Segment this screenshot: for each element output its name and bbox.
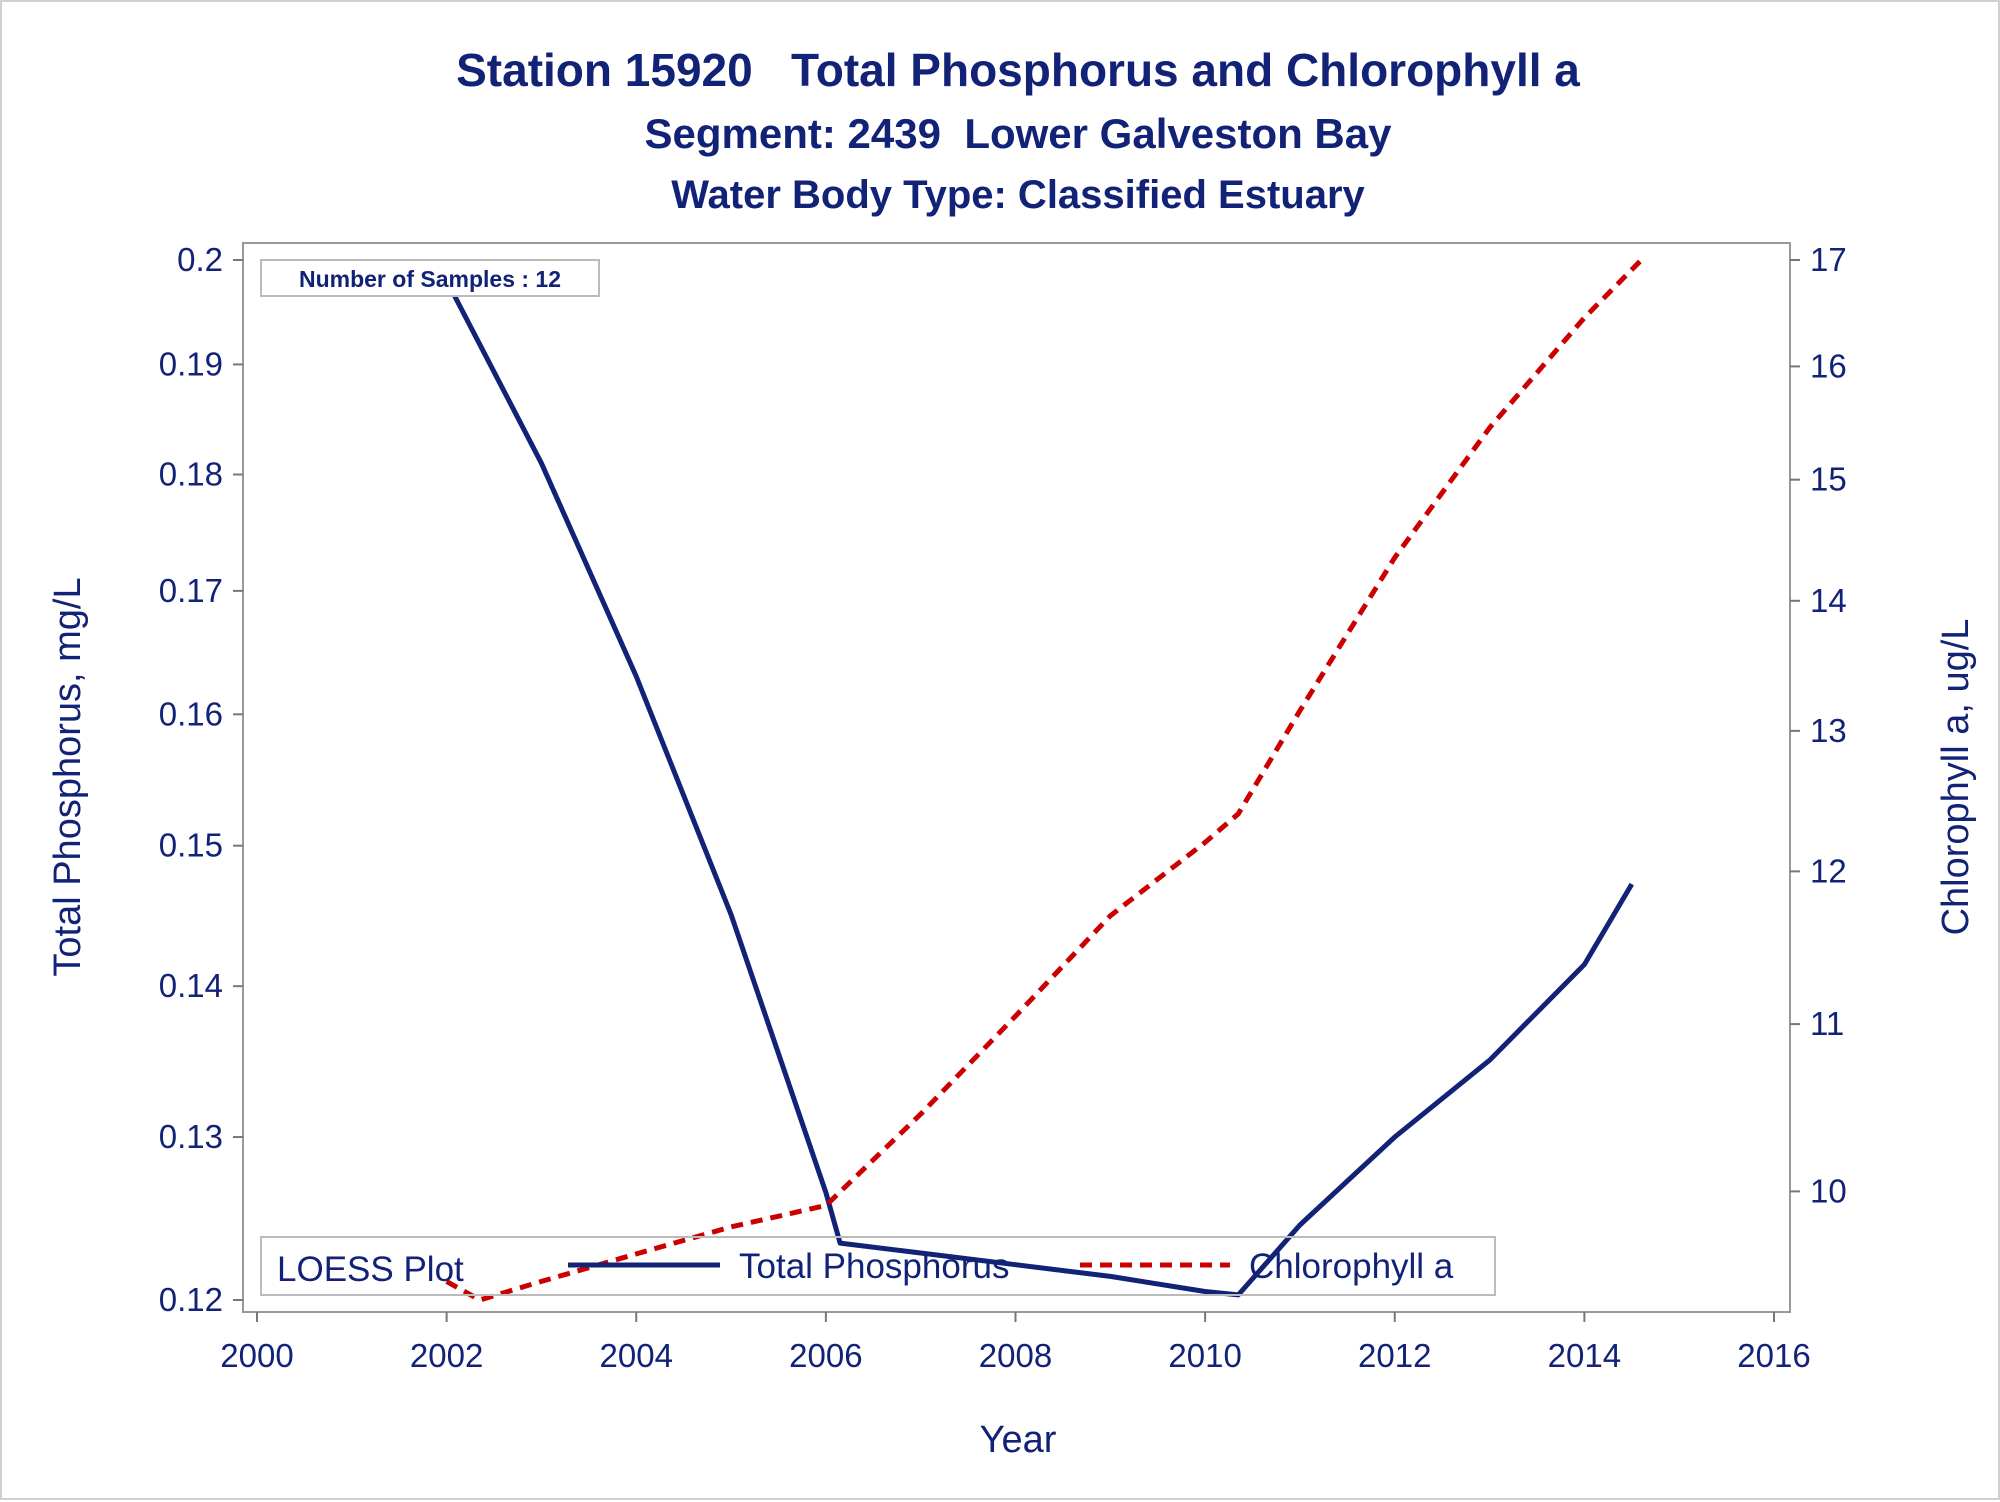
- plot-area: [242, 242, 1791, 1313]
- x-tick-label: 2014: [1548, 1337, 1621, 1374]
- y2-tick-label: 11: [1810, 1005, 1844, 1042]
- y-axis-label: Total Phosphorus, mg/L: [47, 577, 89, 976]
- series-line-total-phosphorus: [444, 279, 1634, 1298]
- data-point-chlorophyll-a: [1584, 317, 1585, 318]
- y-tick-label: 0.13: [159, 1118, 223, 1155]
- data-point-chlorophyll-a: [1489, 427, 1490, 428]
- x-tick-label: 2008: [979, 1337, 1052, 1374]
- y2-tick-label: 16: [1810, 347, 1847, 384]
- data-point-total-phosphorus: [1394, 1137, 1395, 1138]
- data-point-chlorophyll-a: [731, 1226, 732, 1227]
- data-point-total-phosphorus: [731, 914, 732, 915]
- data-point-total-phosphorus: [1205, 1291, 1206, 1292]
- data-point-total-phosphorus: [840, 1243, 841, 1244]
- x-tick-label: 2006: [789, 1337, 862, 1374]
- data-point-total-phosphorus: [825, 1192, 826, 1193]
- y2-tick-label: 17: [1810, 241, 1847, 278]
- x-tick-label: 2000: [220, 1337, 293, 1374]
- data-point-chlorophyll-a: [636, 1253, 637, 1254]
- y-axis-left: 0.12 0.13 0.14 0.15 0.16 0.17 0.18 0.19 0.2: [159, 241, 243, 1318]
- data-point-chlorophyll-a: [541, 1281, 542, 1282]
- chart-subtitle-2: Water Body Type: Classified Estuary: [671, 173, 1365, 217]
- y-tick-label: 0.17: [159, 572, 223, 609]
- legend: LOESS Plot Total Phosphorus Chlorophyll …: [260, 1236, 1496, 1296]
- y-tick-label: 0.2: [177, 241, 223, 278]
- legend-title: LOESS Plot: [277, 1250, 464, 1289]
- legend-box: [260, 1236, 1496, 1296]
- data-point-total-phosphorus: [1110, 1276, 1111, 1277]
- sample-count-text: Number of Samples : 12: [299, 266, 561, 292]
- data-point-total-phosphorus: [1299, 1225, 1300, 1226]
- x-tick-label: 2010: [1168, 1337, 1241, 1374]
- data-point-chlorophyll-a: [1641, 260, 1642, 261]
- data-point-chlorophyll-a: [1238, 813, 1239, 814]
- series-layer: [444, 258, 1644, 1303]
- data-point-chlorophyll-a: [1205, 842, 1206, 843]
- y2-axis-label: Chlorophyll a, ug/L: [1935, 619, 1977, 936]
- data-point-chlorophyll-a: [1110, 915, 1111, 916]
- x-axis-label: Year: [980, 1419, 1057, 1461]
- y2-tick-label: 10: [1810, 1172, 1847, 1209]
- y2-tick-label: 14: [1810, 582, 1847, 619]
- data-point-total-phosphorus: [636, 676, 637, 677]
- legend-label-chlorophyll-a: Chlorophyll a: [1249, 1247, 1454, 1286]
- y-axis-right: 10 11 12 13 14 15 16 17: [1790, 241, 1847, 1209]
- y2-tick-label: 13: [1810, 712, 1847, 749]
- y2-tick-label: 15: [1810, 461, 1847, 498]
- sample-count-box: Number of Samples : 12: [260, 259, 600, 297]
- data-point-chlorophyll-a: [479, 1300, 480, 1301]
- chart-subtitle: Segment: 2439 Lower Galveston Bay: [645, 110, 1393, 157]
- data-point-total-phosphorus: [1489, 1060, 1490, 1061]
- chart-title: Station 15920 Total Phosphorus and Chlor…: [456, 44, 1580, 96]
- data-point-total-phosphorus: [1631, 884, 1632, 885]
- legend-label-total-phosphorus: Total Phosphorus: [739, 1247, 1009, 1286]
- y-tick-label: 0.19: [159, 345, 223, 382]
- x-tick-label: 2012: [1358, 1337, 1431, 1374]
- data-point-chlorophyll-a: [1299, 710, 1300, 711]
- y-tick-label: 0.12: [159, 1281, 223, 1318]
- x-tick-label: 2002: [410, 1337, 483, 1374]
- x-tick-label: 2004: [600, 1337, 673, 1374]
- y-tick-label: 0.14: [159, 967, 223, 1004]
- data-point-chlorophyll-a: [1394, 557, 1395, 558]
- y-tick-label: 0.16: [159, 695, 223, 732]
- data-point-total-phosphorus: [1584, 964, 1585, 965]
- x-tick-label: 2016: [1737, 1337, 1810, 1374]
- data-point-chlorophyll-a: [1015, 1016, 1016, 1017]
- data-point-total-phosphorus: [1015, 1264, 1016, 1265]
- data-point-chlorophyll-a: [920, 1114, 921, 1115]
- y-tick-label: 0.15: [159, 827, 223, 864]
- data-point-chlorophyll-a: [825, 1205, 826, 1206]
- y2-tick-label: 12: [1810, 852, 1847, 889]
- y-tick-label: 0.18: [159, 456, 223, 493]
- x-axis: 2000 2002 2004 2006 2008 2010 2012 2014 2016: [220, 1312, 1811, 1374]
- series-line-chlorophyll-a: [445, 258, 1644, 1303]
- data-point-total-phosphorus: [541, 463, 542, 464]
